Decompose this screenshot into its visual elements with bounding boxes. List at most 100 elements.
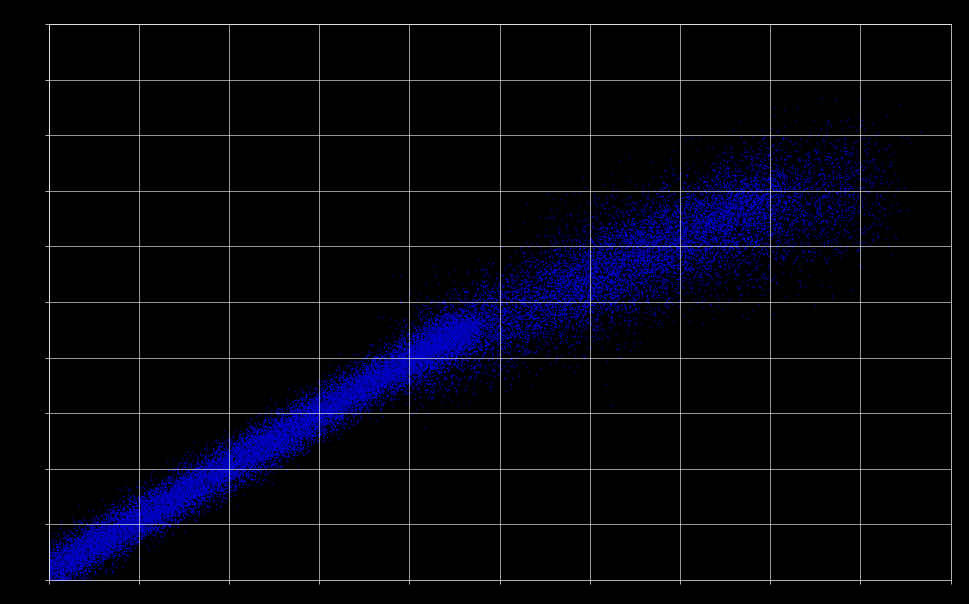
Point <box>255 435 270 445</box>
Point <box>629 257 644 266</box>
Point <box>109 504 125 514</box>
Point <box>215 459 231 469</box>
Point <box>486 287 502 297</box>
Point <box>681 278 697 288</box>
Point <box>398 358 414 368</box>
Point <box>49 575 65 585</box>
Point <box>375 380 391 390</box>
Point <box>663 212 678 222</box>
Point <box>153 489 169 498</box>
Point <box>251 439 266 448</box>
Point <box>127 515 142 525</box>
Point <box>93 533 109 542</box>
Point <box>401 367 417 376</box>
Point <box>302 415 318 425</box>
Point <box>621 236 637 246</box>
Point <box>453 328 468 338</box>
Point <box>252 461 267 471</box>
Point <box>42 557 57 567</box>
Point <box>703 285 718 295</box>
Point <box>46 558 61 568</box>
Point <box>638 191 653 201</box>
Point <box>306 399 322 409</box>
Point <box>563 242 578 252</box>
Point <box>763 228 778 238</box>
Point <box>480 355 495 365</box>
Point <box>390 350 405 359</box>
Point <box>415 347 430 356</box>
Point <box>385 356 400 366</box>
Point <box>423 346 439 356</box>
Point <box>709 269 725 279</box>
Point <box>432 335 448 344</box>
Point <box>72 560 87 570</box>
Point <box>475 316 490 326</box>
Point <box>318 374 333 384</box>
Point <box>688 195 703 205</box>
Point <box>193 450 208 460</box>
Point <box>578 273 594 283</box>
Point <box>425 323 441 332</box>
Point <box>446 338 461 348</box>
Point <box>707 179 723 189</box>
Point <box>43 561 58 570</box>
Point <box>44 567 59 577</box>
Point <box>390 357 405 367</box>
Point <box>429 341 445 351</box>
Point <box>99 530 114 539</box>
Point <box>771 172 787 182</box>
Point <box>654 193 670 202</box>
Point <box>433 332 449 342</box>
Point <box>430 338 446 347</box>
Point <box>785 139 800 149</box>
Point <box>495 310 511 320</box>
Point <box>553 281 569 291</box>
Point <box>590 282 606 292</box>
Point <box>367 368 383 378</box>
Point <box>533 318 548 328</box>
Point <box>359 373 375 383</box>
Point <box>151 508 167 518</box>
Point <box>245 438 261 448</box>
Point <box>603 268 618 277</box>
Point <box>639 267 654 277</box>
Point <box>348 396 363 406</box>
Point <box>147 511 163 521</box>
Point <box>648 253 664 263</box>
Point <box>661 239 676 248</box>
Point <box>128 525 143 535</box>
Point <box>273 418 289 428</box>
Point <box>716 262 732 272</box>
Point <box>228 442 243 452</box>
Point <box>582 342 598 352</box>
Point <box>208 446 224 456</box>
Point <box>827 219 842 229</box>
Point <box>706 207 722 216</box>
Point <box>329 402 345 411</box>
Point <box>398 365 414 375</box>
Point <box>106 528 121 538</box>
Point <box>355 373 370 382</box>
Point <box>408 339 423 349</box>
Point <box>269 423 285 433</box>
Point <box>790 275 805 285</box>
Point <box>508 303 523 313</box>
Point <box>315 413 330 422</box>
Point <box>384 349 399 359</box>
Point <box>175 503 191 512</box>
Point <box>156 506 172 515</box>
Point <box>251 433 266 443</box>
Point <box>614 276 630 286</box>
Point <box>542 278 557 288</box>
Point <box>582 208 598 218</box>
Point <box>359 372 375 382</box>
Point <box>539 292 554 302</box>
Point <box>41 567 56 577</box>
Point <box>111 519 127 528</box>
Point <box>347 364 362 374</box>
Point <box>350 368 365 378</box>
Point <box>572 296 587 306</box>
Point <box>453 338 468 348</box>
Point <box>172 495 188 504</box>
Point <box>770 167 786 176</box>
